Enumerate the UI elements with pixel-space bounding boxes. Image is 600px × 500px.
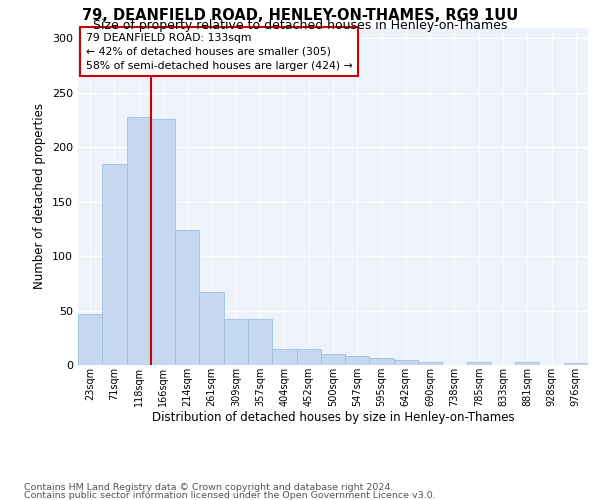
Text: Contains HM Land Registry data © Crown copyright and database right 2024.: Contains HM Land Registry data © Crown c… [24,482,394,492]
Text: 79, DEANFIELD ROAD, HENLEY-ON-THAMES, RG9 1UU: 79, DEANFIELD ROAD, HENLEY-ON-THAMES, RG… [82,8,518,22]
Bar [272,348,296,365]
Bar [394,360,418,365]
Bar [345,356,370,365]
Bar [224,320,248,365]
Y-axis label: Number of detached properties: Number of detached properties [34,104,46,289]
Bar [418,362,442,365]
Bar [102,164,127,365]
Text: Size of property relative to detached houses in Henley-on-Thames: Size of property relative to detached ho… [93,19,507,32]
Bar [370,358,394,365]
Bar [127,117,151,365]
Bar [296,348,321,365]
Bar [78,314,102,365]
Bar [467,362,491,365]
Bar [564,363,588,365]
Bar [175,230,199,365]
X-axis label: Distribution of detached houses by size in Henley-on-Thames: Distribution of detached houses by size … [152,412,514,424]
Bar [151,119,175,365]
Text: 79 DEANFIELD ROAD: 133sqm
← 42% of detached houses are smaller (305)
58% of semi: 79 DEANFIELD ROAD: 133sqm ← 42% of detac… [86,32,352,70]
Bar [321,354,345,365]
Bar [248,320,272,365]
Bar [515,362,539,365]
Text: Contains public sector information licensed under the Open Government Licence v3: Contains public sector information licen… [24,491,436,500]
Bar [199,292,224,365]
